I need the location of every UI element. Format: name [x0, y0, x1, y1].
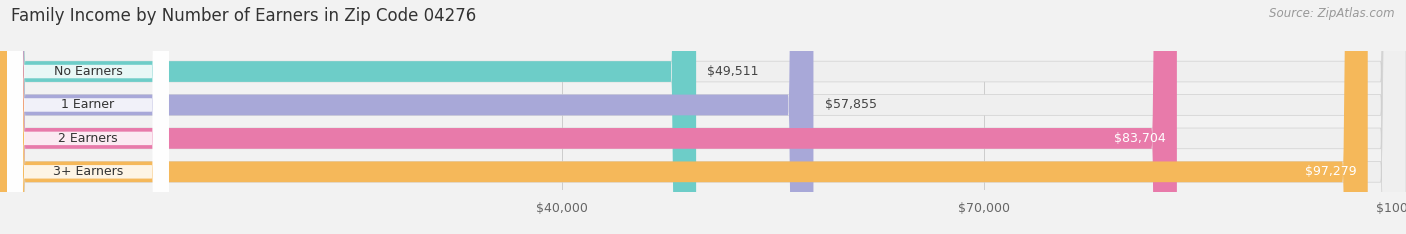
Text: Family Income by Number of Earners in Zip Code 04276: Family Income by Number of Earners in Zi… — [11, 7, 477, 25]
FancyBboxPatch shape — [7, 0, 169, 234]
Text: No Earners: No Earners — [53, 65, 122, 78]
Text: 1 Earner: 1 Earner — [62, 99, 114, 111]
FancyBboxPatch shape — [0, 0, 1368, 234]
Text: 3+ Earners: 3+ Earners — [53, 165, 122, 178]
FancyBboxPatch shape — [7, 0, 169, 234]
FancyBboxPatch shape — [0, 0, 814, 234]
Text: 2 Earners: 2 Earners — [58, 132, 118, 145]
FancyBboxPatch shape — [7, 0, 169, 234]
Text: $57,855: $57,855 — [825, 99, 877, 111]
Text: $97,279: $97,279 — [1305, 165, 1357, 178]
Text: $83,704: $83,704 — [1114, 132, 1166, 145]
FancyBboxPatch shape — [0, 0, 1177, 234]
Text: Source: ZipAtlas.com: Source: ZipAtlas.com — [1270, 7, 1395, 20]
FancyBboxPatch shape — [7, 0, 169, 234]
Text: $49,511: $49,511 — [707, 65, 759, 78]
FancyBboxPatch shape — [0, 0, 696, 234]
